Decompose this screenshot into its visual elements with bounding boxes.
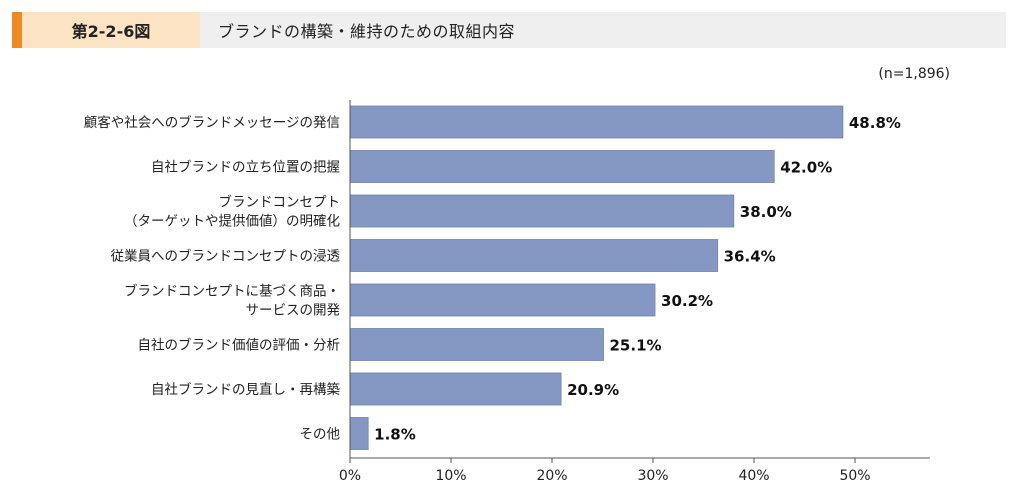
sample-size-note: (n=1,896): [878, 66, 950, 82]
data-label: 36.4%: [724, 248, 776, 266]
x-tick-label: 50%: [839, 468, 870, 484]
x-tick-label: 40%: [738, 468, 769, 484]
category-label: 従業員へのブランドコンセプトの浸透: [111, 248, 341, 265]
bar: [349, 150, 775, 183]
data-label: 30.2%: [661, 292, 713, 310]
bar: [349, 417, 369, 450]
data-label: 20.9%: [567, 381, 619, 399]
category-label: ブランドコンセプトに基づく商品・: [124, 283, 340, 300]
x-tick-label: 30%: [637, 468, 668, 484]
category-label: 自社ブランドの立ち位置の把握: [151, 159, 340, 176]
category-label: ブランドコンセプト: [219, 194, 341, 211]
bar: [349, 372, 562, 406]
category-label: サービスの開発: [246, 303, 341, 319]
bar: [349, 328, 604, 361]
x-tick-label: 10%: [435, 468, 466, 484]
category-label: 自社のブランド価値の評価・分析: [138, 337, 341, 354]
category-label: 自社ブランドの見直し・再構築: [151, 381, 340, 398]
bar: [349, 239, 719, 272]
data-label: 48.8%: [849, 114, 901, 132]
x-tick-label: 0%: [339, 468, 361, 484]
data-label: 1.8%: [374, 426, 416, 444]
bar: [349, 105, 844, 139]
bar: [349, 283, 656, 317]
category-label: 顧客や社会へのブランドメッセージの発信: [84, 114, 340, 131]
data-label: 38.0%: [740, 203, 792, 221]
data-label: 42.0%: [780, 159, 832, 177]
x-tick-label: 20%: [536, 468, 567, 484]
figure-number-badge: 第2-2-6図: [22, 12, 200, 48]
figure-title: ブランドの構築・維持のための取組内容: [218, 22, 516, 41]
header-accent-bar: [12, 12, 22, 48]
category-label: （ターゲットや提供価値）の明確化: [124, 214, 340, 230]
category-label: その他: [300, 427, 341, 443]
data-label: 25.1%: [610, 337, 662, 355]
bar: [349, 194, 735, 228]
figure-header: 第2-2-6図 ブランドの構築・維持のための取組内容: [12, 12, 1006, 48]
